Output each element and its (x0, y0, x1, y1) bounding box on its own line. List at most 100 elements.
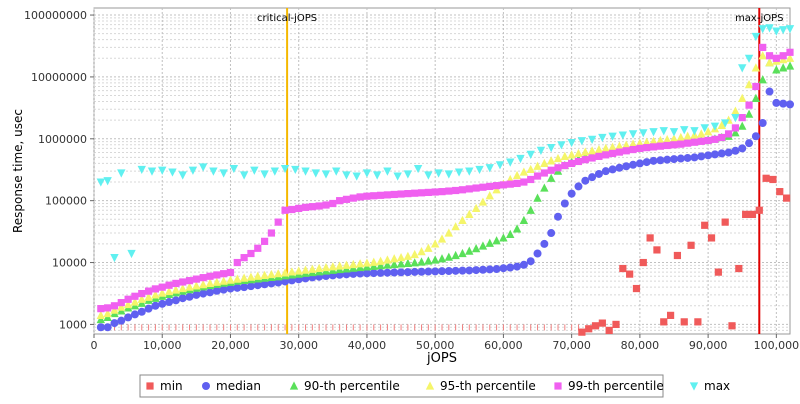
data-point (199, 274, 207, 282)
legend-item: 90-th percentile (289, 379, 400, 393)
data-point (137, 165, 146, 175)
data-point (785, 61, 795, 70)
data-point (301, 265, 310, 274)
data-point (492, 182, 501, 190)
data-point (758, 25, 767, 34)
data-point (369, 257, 378, 266)
data-point (513, 262, 522, 271)
data-point (567, 150, 576, 159)
data-point (158, 288, 167, 297)
data-point (707, 234, 716, 242)
data-point (390, 190, 398, 199)
data-point (438, 267, 446, 276)
data-point (410, 249, 419, 259)
data-point (776, 188, 784, 196)
data-point (321, 170, 331, 179)
data-point (656, 135, 665, 145)
data-point (738, 114, 746, 122)
data-point (568, 159, 576, 168)
data-point (721, 218, 729, 226)
data-point (567, 138, 576, 148)
data-point (274, 278, 283, 287)
data-point (772, 54, 780, 62)
data-point (220, 270, 228, 278)
data-point (728, 322, 736, 330)
data-point (178, 283, 187, 293)
data-point (226, 284, 235, 293)
data-point (431, 188, 439, 196)
data-point (626, 270, 634, 278)
data-point (472, 266, 481, 275)
data-point (595, 152, 603, 160)
y-tick-label: 1000 (59, 318, 87, 331)
legend-marker (689, 382, 699, 391)
data-point (653, 246, 661, 254)
data-point (390, 268, 399, 277)
data-point (247, 249, 255, 258)
x-axis-label: jOPS (426, 351, 457, 366)
data-point (390, 254, 399, 263)
x-tick-label: 20,000 (211, 339, 250, 352)
data-point (124, 295, 132, 303)
data-point (587, 146, 597, 155)
data-point (362, 258, 372, 267)
data-point (417, 267, 426, 276)
data-point (158, 283, 166, 291)
data-point (533, 172, 542, 180)
data-point (403, 268, 412, 277)
y-tick-label: 100000 (45, 195, 87, 208)
data-point (413, 164, 423, 174)
data-point (717, 149, 726, 158)
data-point (233, 283, 242, 292)
data-point (485, 164, 494, 173)
data-point (779, 52, 787, 60)
data-point (779, 99, 788, 108)
data-point (321, 262, 331, 272)
data-point (444, 228, 454, 237)
data-point (240, 283, 249, 292)
data-point (554, 164, 562, 172)
data-point (362, 169, 372, 178)
data-point (594, 169, 603, 178)
data-point (212, 286, 221, 295)
data-point (594, 144, 604, 154)
data-point (147, 167, 157, 176)
data-point (546, 156, 556, 165)
data-point (335, 261, 344, 270)
data-point (778, 63, 788, 72)
data-point (287, 267, 297, 276)
data-point (519, 167, 529, 176)
data-point (778, 26, 788, 35)
data-point (700, 124, 709, 133)
data-point (165, 298, 174, 307)
data-point (417, 257, 426, 266)
data-point (137, 294, 146, 303)
data-point (219, 169, 228, 178)
x-tick-label: 80,000 (621, 339, 660, 352)
data-point (615, 163, 624, 172)
data-point (383, 268, 392, 277)
data-point (769, 175, 777, 184)
data-point (103, 323, 112, 332)
data-point (697, 129, 706, 138)
data-point (411, 189, 419, 197)
y-tick-label: 10000 (52, 257, 87, 270)
data-point (110, 254, 119, 263)
data-point (336, 197, 344, 205)
data-point (656, 142, 664, 150)
data-point (602, 151, 610, 159)
y-tick-label: 1000000 (38, 133, 87, 146)
data-point (478, 241, 488, 250)
data-point (601, 143, 610, 152)
data-point (574, 182, 583, 191)
data-point (110, 319, 119, 328)
data-point (274, 218, 282, 226)
data-point (526, 257, 535, 266)
data-point (758, 75, 767, 84)
data-point (363, 192, 371, 200)
data-point (328, 262, 338, 271)
data-point (622, 162, 631, 171)
data-point (233, 258, 241, 267)
data-point (301, 167, 310, 176)
data-point (782, 194, 791, 202)
